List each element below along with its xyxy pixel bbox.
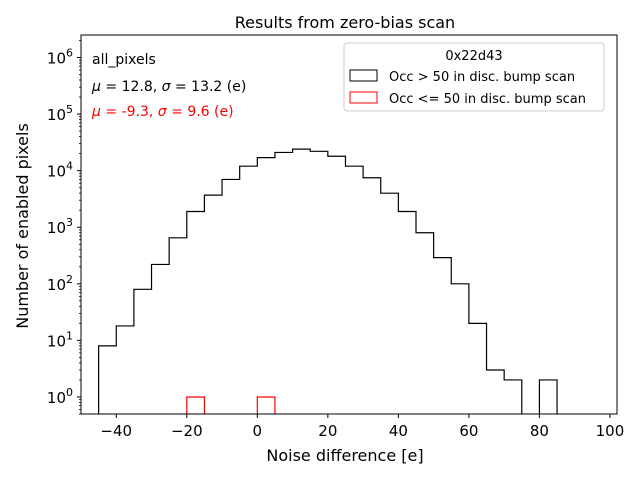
legend-title: 0x22d43 [445, 49, 502, 64]
x-tick-label: −40 [100, 422, 132, 440]
annotation-stats-red: μ = -9.3, σ = 9.6 (e) [91, 104, 234, 120]
legend-swatch-red [349, 91, 378, 104]
y-tick-label: 105 [47, 103, 73, 124]
histogram-series-occ-gt-50 [98, 148, 558, 414]
x-axis: −40 −20 0 20 40 60 80 100 [100, 414, 624, 440]
annotation-stats-black: μ = 12.8, σ = 13.2 (e) [91, 79, 246, 95]
stats-annotations: all_pixels μ = 12.8, σ = 13.2 (e) μ = -9… [91, 52, 246, 120]
y-tick-label: 104 [47, 160, 73, 181]
chart-title: Results from zero-bias scan [235, 13, 455, 32]
annotation-label: all_pixels [92, 52, 156, 68]
plot-frame [80, 34, 618, 415]
y-tick-label: 103 [47, 216, 73, 237]
y-axis-label: Number of enabled pixels [13, 123, 32, 329]
x-tick-label: 20 [318, 422, 337, 440]
y-tick-label: 101 [47, 329, 73, 350]
x-tick-label: −20 [171, 422, 203, 440]
y-tick-label: 106 [47, 47, 73, 68]
x-tick-label: 60 [459, 422, 478, 440]
legend-swatch-black [349, 69, 378, 82]
x-axis-label: Noise difference [e] [266, 446, 423, 465]
legend-frame [343, 42, 605, 112]
legend-entry-black: Occ > 50 in disc. bump scan [389, 70, 575, 85]
legend-entry-red: Occ <= 50 in disc. bump scan [389, 92, 586, 107]
plot-area [80, 34, 618, 415]
x-tick-label: 100 [596, 422, 625, 440]
histogram-series-occ-le-50 [186, 396, 276, 414]
x-tick-label: 40 [389, 422, 408, 440]
x-tick-label: 0 [253, 422, 263, 440]
x-tick-label: 80 [530, 422, 549, 440]
y-tick-label: 102 [47, 273, 73, 294]
legend: 0x22d43 Occ > 50 in disc. bump scan Occ … [343, 42, 605, 112]
y-tick-label: 100 [47, 386, 73, 407]
y-axis: 100 101 102 103 104 105 106 [47, 40, 81, 415]
